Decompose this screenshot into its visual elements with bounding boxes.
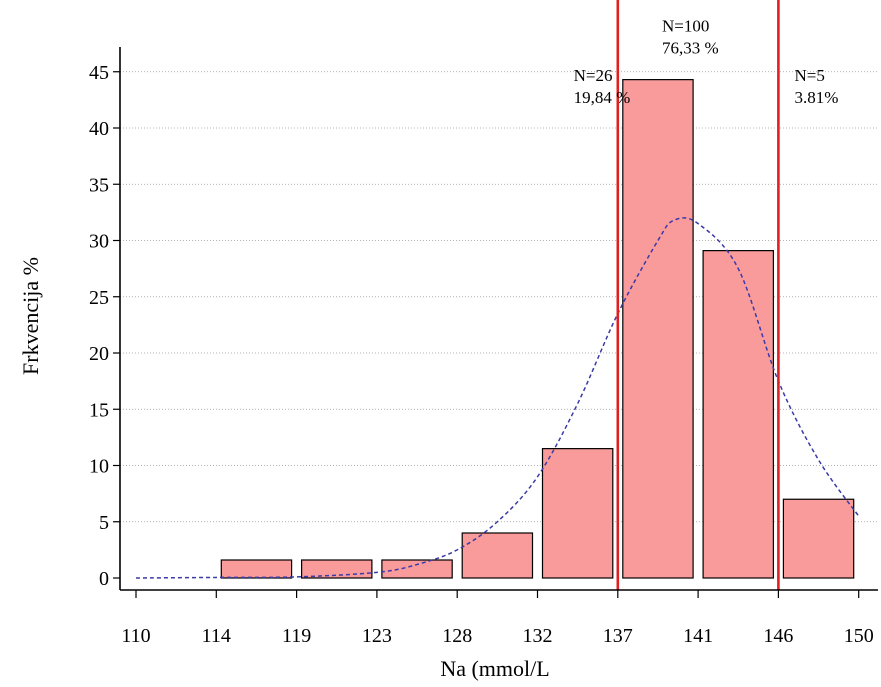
normal-curve xyxy=(135,217,860,579)
y-tick-label-0: 0 xyxy=(99,568,109,590)
normal-fit-curve xyxy=(135,217,860,579)
y-tick-label-5: 5 xyxy=(99,512,109,534)
annotation-count-2: N=100 xyxy=(662,16,709,35)
y-axis-title: Frkvencija % xyxy=(18,257,43,375)
annotation-percent-2: 76,33 % xyxy=(662,38,719,57)
annotation-percent-1: 19,84 % xyxy=(574,88,631,107)
y-tick-label-35: 35 xyxy=(89,174,109,196)
x-tick-label-132: 132 xyxy=(523,625,553,647)
x-tick-label-128: 128 xyxy=(442,625,472,647)
grid-lines xyxy=(120,71,878,523)
annotations: N=26 19,84 % N=100 76,33 % N=5 3.81% xyxy=(574,16,839,107)
histogram-bar-7 xyxy=(702,250,774,579)
x-tick-label-114: 114 xyxy=(202,625,231,647)
x-tick-label-141: 141 xyxy=(683,625,713,647)
histogram-bar-1 xyxy=(220,559,293,579)
annotation-count-3: N=5 xyxy=(794,66,824,85)
histogram-bar-2 xyxy=(301,559,373,579)
y-tick-label-40: 40 xyxy=(89,118,109,140)
y-tick-label-20: 20 xyxy=(89,343,109,365)
y-tick-label-25: 25 xyxy=(89,287,109,309)
y-tick-label-15: 15 xyxy=(89,399,109,421)
annotation-percent-3: 3.81% xyxy=(794,88,838,107)
histogram-bar-8 xyxy=(782,498,855,579)
x-tick-label-119: 119 xyxy=(282,625,311,647)
y-tick-label-45: 45 xyxy=(89,62,109,84)
histogram-bars xyxy=(220,79,855,579)
x-tick-label-150: 150 xyxy=(844,625,874,647)
y-tick-label-30: 30 xyxy=(89,231,109,253)
x-tick-label-137: 137 xyxy=(603,625,633,647)
x-tick-label-110: 110 xyxy=(121,625,150,647)
histogram-bar-5 xyxy=(541,448,614,579)
y-tick-label-10: 10 xyxy=(89,456,109,478)
histogram-bar-3 xyxy=(381,559,453,579)
cutoff-lines xyxy=(616,0,780,590)
x-axis-title: Na (mmol/L xyxy=(440,656,549,681)
histogram-bar-6 xyxy=(622,79,694,579)
x-tick-label-123: 123 xyxy=(362,625,392,647)
axes: 0 5 10 15 20 25 30 35 40 45 110 114 119 123 128 132 137 1… xyxy=(89,47,878,647)
annotation-count-1: N=26 xyxy=(574,66,613,85)
x-tick-label-146: 146 xyxy=(763,625,793,647)
histogram-bar-4 xyxy=(461,532,534,579)
